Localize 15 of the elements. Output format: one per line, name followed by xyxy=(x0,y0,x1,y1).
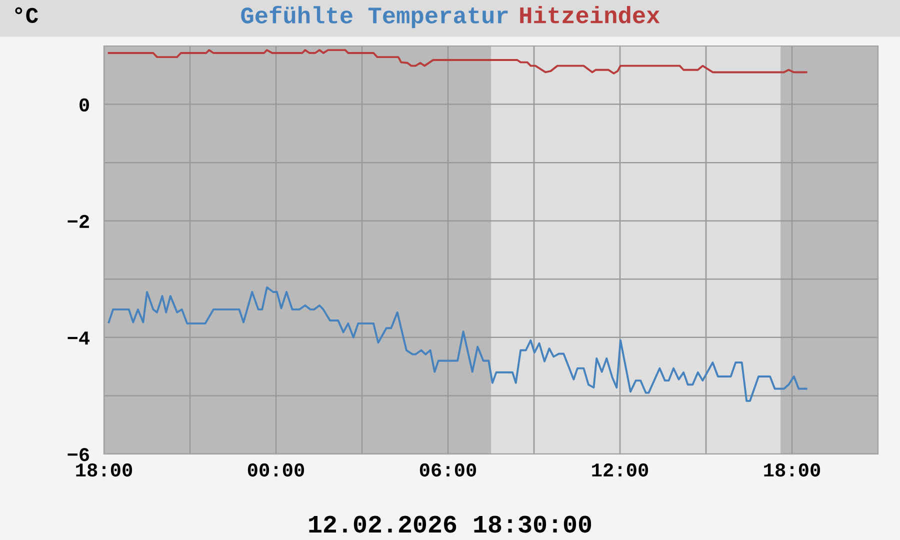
line-series xyxy=(108,49,808,74)
x-tick-label: 18:00 xyxy=(76,463,132,477)
line-series xyxy=(108,286,808,402)
y-tick-label: −4 xyxy=(68,332,90,344)
y-axis-title: °C xyxy=(15,7,38,23)
text: Gefühlte Temperatur xyxy=(241,6,508,28)
series-label: Hitzeindex xyxy=(520,6,660,24)
text: 12.02.2026 18:30:00 xyxy=(309,516,592,533)
x-tick-label: 00:00 xyxy=(248,463,304,477)
y-tick-label: −6 xyxy=(68,448,90,462)
x-tick-label: 06:00 xyxy=(420,463,476,477)
y-tick-label: 0 xyxy=(80,98,89,112)
y-tick-label: −2 xyxy=(68,214,89,228)
x-tick-label: 18:00 xyxy=(764,463,820,477)
x-tick-label: 12:00 xyxy=(592,463,648,477)
